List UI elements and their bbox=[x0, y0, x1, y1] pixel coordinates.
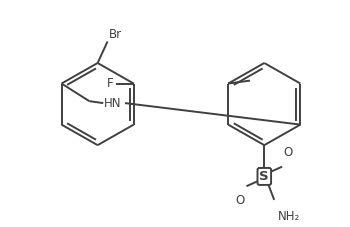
Text: HN: HN bbox=[104, 97, 122, 110]
Text: S: S bbox=[259, 170, 269, 183]
Text: O: O bbox=[284, 146, 293, 159]
Text: NH₂: NH₂ bbox=[278, 210, 300, 223]
Text: O: O bbox=[236, 194, 245, 207]
Text: F: F bbox=[107, 77, 114, 90]
Text: Br: Br bbox=[108, 27, 122, 40]
